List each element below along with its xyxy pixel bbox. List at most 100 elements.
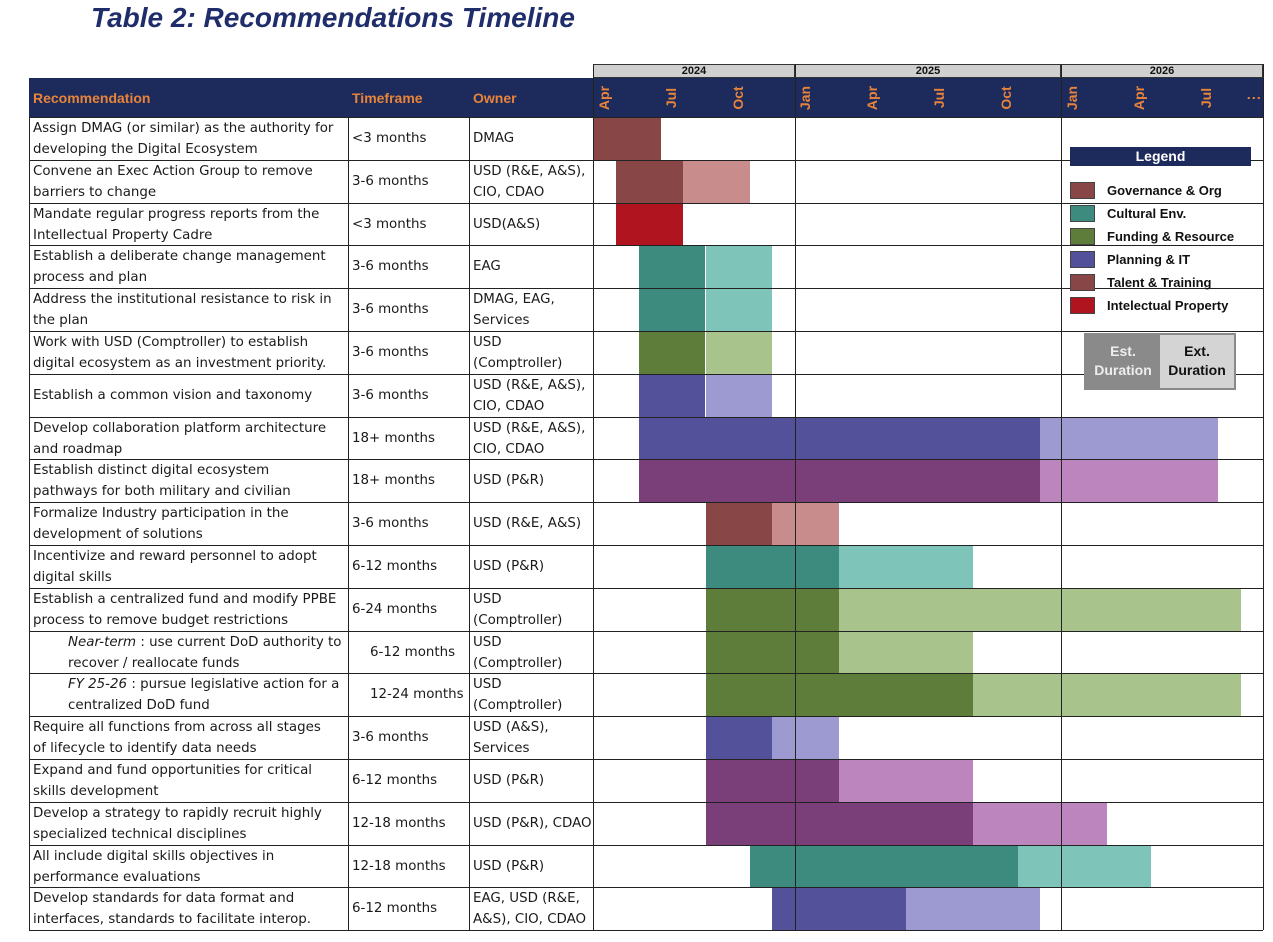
recommendation-line: Convene an Exec Action Group to remove xyxy=(33,163,313,179)
timeframe-text: 3-6 months xyxy=(352,730,429,746)
column-divider xyxy=(1061,117,1062,931)
owner-line: USD (R&E, A&S) xyxy=(473,516,582,532)
legend-swatch xyxy=(1070,274,1095,291)
gantt-bar xyxy=(705,802,974,845)
recommendation-line: : use current DoD authority to xyxy=(136,634,342,650)
page-title: Table 2: Recommendations Timeline xyxy=(91,2,575,33)
legend-label: Planning & IT xyxy=(1107,252,1191,267)
recommendation-emphasis: Near-term xyxy=(68,634,137,650)
column-divider xyxy=(348,117,349,931)
recommendation-text: Develop standards for data format and int… xyxy=(33,888,311,930)
recommendation-line: interfaces, standards to facilitate inte… xyxy=(33,912,312,928)
recommendation-text: Expand and fund opportunities for critic… xyxy=(33,760,312,802)
recommendation-line: Establish a common vision and taxonomy xyxy=(33,387,313,403)
owner-text: USD (R&E, A&S), CIO, CDAO xyxy=(473,375,585,417)
owner-line: A&S), CIO, CDAO xyxy=(473,912,587,928)
gantt-bar xyxy=(705,246,773,289)
recommendation-line: Establish a centralized fund and modify … xyxy=(33,591,337,607)
owner-line: EAG xyxy=(473,259,501,275)
legend-swatch xyxy=(1070,205,1095,222)
recommendation-line: digital ecosystem as an investment prior… xyxy=(33,356,327,371)
recommendation-line: Develop a strategy to rapidly recruit hi… xyxy=(33,805,322,821)
recommendation-line: Develop collaboration platform architect… xyxy=(33,420,327,436)
recommendation-line: : pursue legislative action for a xyxy=(127,677,340,693)
recommendation-text: Incentivize and reward personnel to adop… xyxy=(33,546,317,588)
recommendation-text: Develop collaboration platform architect… xyxy=(33,418,326,460)
row-divider xyxy=(29,160,1263,161)
legend-swatch xyxy=(1070,297,1095,314)
timeframe-text: 3-6 months xyxy=(352,516,429,532)
legend-swatch xyxy=(1070,182,1095,199)
recommendation-line: of lifecycle to identify data needs xyxy=(33,741,257,757)
column-divider xyxy=(593,117,594,931)
gantt-bar xyxy=(705,332,773,374)
row-divider xyxy=(29,203,1263,204)
owner-text: USD (R&E, A&S), CIO, CDAO xyxy=(473,161,585,203)
legend-swatch xyxy=(1070,228,1095,245)
row-divider xyxy=(29,245,1263,246)
gantt-bar xyxy=(638,417,1040,460)
recommendation-text: Convene an Exec Action Group to remove ba… xyxy=(33,161,313,203)
legend-label: Talent & Training xyxy=(1107,275,1212,290)
gantt-bar xyxy=(638,289,706,331)
gantt-bar xyxy=(839,588,1241,631)
legend-title: Legend xyxy=(1070,147,1251,166)
gantt-bar xyxy=(839,631,974,674)
owner-text: USD (P&R) xyxy=(473,770,544,791)
recommendation-line: Establish distinct digital ecosystem xyxy=(33,463,270,479)
month-label: Apr xyxy=(864,85,880,111)
row-divider xyxy=(29,631,1263,632)
legend-label: Funding & Resource xyxy=(1107,229,1235,244)
gantt-bar xyxy=(705,760,840,802)
owner-text: USD (P&R) xyxy=(473,556,544,577)
legend-label: Governance & Org xyxy=(1107,183,1222,198)
owner-text: EAG xyxy=(473,256,501,277)
recommendation-text: Assign DMAG (or similar) as the authorit… xyxy=(33,118,333,160)
owner-line: USD (R&E, A&S), xyxy=(473,420,586,436)
owner-line: EAG, USD (R&E, xyxy=(473,891,580,907)
row-divider xyxy=(29,417,1263,418)
recommendation-text: Establish a common vision and taxonomy xyxy=(33,385,312,406)
timeframe-text: 18+ months xyxy=(352,430,435,446)
timeframe-text: 3-6 months xyxy=(352,387,429,403)
row-divider xyxy=(29,759,1263,760)
month-label: Jul xyxy=(663,87,679,109)
column-divider xyxy=(1263,117,1264,931)
year-header-2025: 2025 xyxy=(795,64,1061,78)
timeframe-text: 6-12 months xyxy=(352,901,438,917)
timeframe-text: <3 months xyxy=(352,131,427,146)
owner-text: USD (A&S), Services xyxy=(473,717,549,759)
recommendation-line: Develop standards for data format and xyxy=(33,891,295,907)
timeframe-text: 3-6 months xyxy=(352,302,429,318)
recommendation-text: FY 25-26 : pursue legislative action for… xyxy=(68,674,339,716)
owner-line: CIO, CDAO xyxy=(473,184,545,200)
recommendation-text: Establish a deliberate change management… xyxy=(33,246,326,288)
owner-text: USD (R&E, A&S), CIO, CDAO xyxy=(473,418,585,460)
legend-label: Cultural Env. xyxy=(1107,206,1187,221)
gantt-bar xyxy=(973,674,1241,717)
gantt-bar xyxy=(772,888,907,931)
column-divider xyxy=(29,117,30,931)
timeframe-text: 6-24 months xyxy=(352,601,438,617)
recommendation-text: Establish a centralized fund and modify … xyxy=(33,589,336,631)
est-duration-key: Est. Duration xyxy=(1086,335,1160,388)
recommendation-line: pathways for both military and civilian xyxy=(33,484,291,500)
gantt-bar xyxy=(705,289,773,331)
month-label: ⋮ xyxy=(1245,91,1261,105)
gantt-bar xyxy=(839,760,974,802)
recommendation-line: process and plan xyxy=(33,270,148,286)
owner-line: USD xyxy=(473,677,502,693)
gantt-bar xyxy=(616,203,684,246)
row-divider xyxy=(29,374,1263,375)
owner-line: DMAG, EAG, xyxy=(473,292,555,308)
recommendation-line: recover / reallocate funds xyxy=(68,655,240,671)
gantt-bar xyxy=(705,503,773,545)
gantt-bar xyxy=(594,118,661,160)
timeframe-text: 6-12 months xyxy=(352,559,438,574)
month-label: Jul xyxy=(1198,87,1214,109)
gantt-bar xyxy=(616,160,684,203)
year-divider xyxy=(795,64,796,117)
recommendation-line: performance evaluations xyxy=(33,869,201,885)
recommendation-line: development of solutions xyxy=(33,527,203,543)
